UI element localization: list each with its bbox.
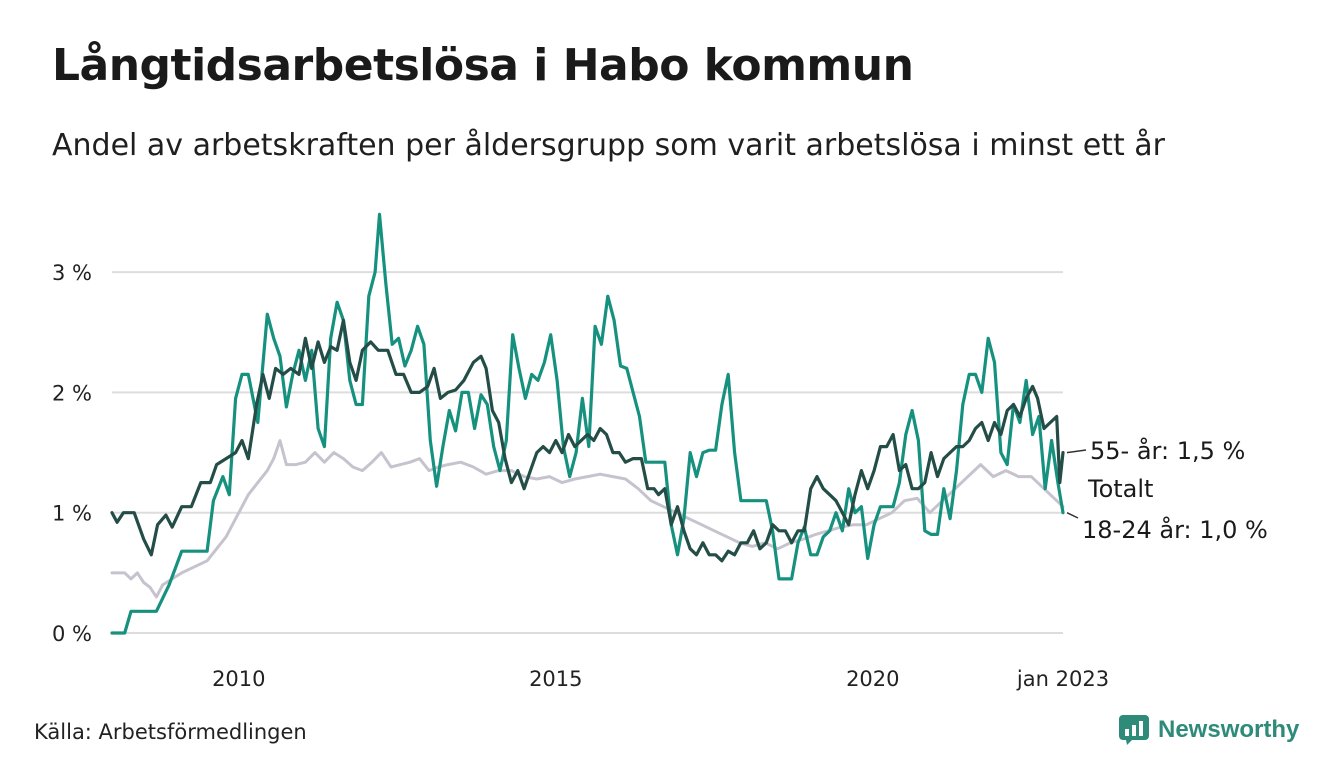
end-labels: 55- år: 1,5 % Totalt 18-24 år: 1,0 % [1066, 436, 1268, 544]
x-tick-label: 2015 [529, 667, 582, 691]
x-axis-ticks: 2010 2015 2020 jan 2023 [212, 667, 1109, 691]
brand-name: Newsworthy [1158, 716, 1300, 743]
page-title: Långtidsarbetslösa i Habo kommun [52, 40, 914, 91]
end-label-y55: 55- år: 1,5 % [1090, 436, 1245, 465]
series-lines [110, 212, 1065, 635]
series-line-y55 [110, 318, 1065, 563]
y-axis-ticks: 0 % 1 % 2 % 3 % [52, 261, 92, 646]
source-note: Källa: Arbetsförmedlingen [34, 720, 307, 744]
y-tick-label: 1 % [52, 502, 92, 526]
y-tick-label: 2 % [52, 381, 92, 405]
page-subtitle: Andel av arbetskraften per åldersgrupp s… [52, 128, 1165, 163]
leader-line-y1824 [1066, 512, 1079, 519]
series-line-y1824 [110, 212, 1065, 635]
newsworthy-logo-icon [1119, 715, 1149, 745]
end-label-y1824: 18-24 år: 1,0 % [1082, 515, 1268, 544]
end-label-total: Totalt [1087, 475, 1153, 503]
brand-logo: Newsworthy [1118, 714, 1299, 746]
x-tick-label: 2020 [846, 667, 899, 691]
y-tick-label: 0 % [52, 622, 92, 646]
x-tick-label: jan 2023 [1016, 667, 1109, 691]
gridlines [112, 271, 1063, 634]
x-tick-label: 2010 [212, 667, 265, 691]
leader-line-y55 [1066, 449, 1087, 454]
y-tick-label: 3 % [52, 261, 92, 285]
